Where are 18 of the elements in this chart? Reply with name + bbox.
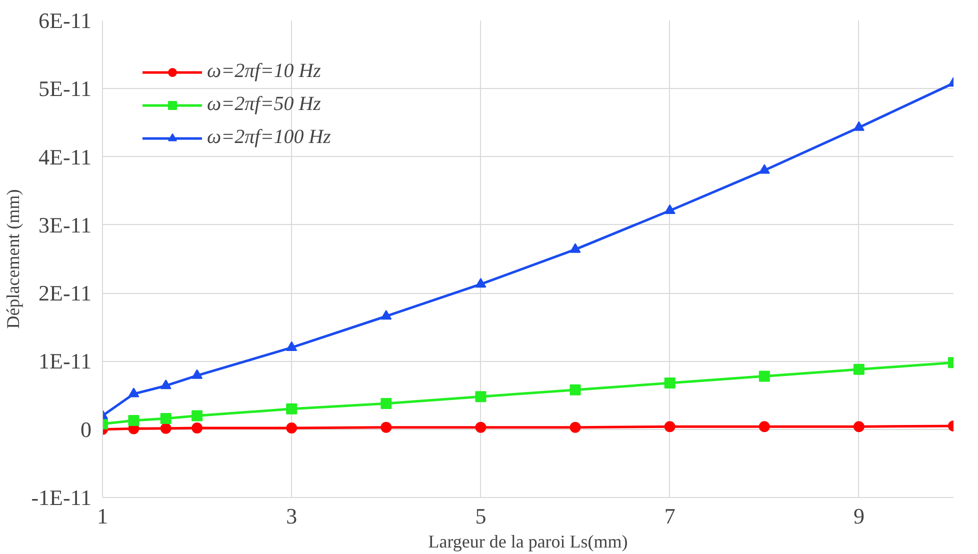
legend-label: ω=2πf=50 Hz [207,93,321,116]
x-tick-label: 5 [475,504,486,528]
x-tick-label: 7 [664,504,676,528]
y-tick-label: 0 [80,416,92,442]
y-tick-label: -1E-11 [31,485,92,510]
y-tick-label: 5E-11 [38,76,92,102]
x-tick-label: 1 [97,504,108,528]
legend-label: ω=2πf=100 Hz [207,126,331,149]
y-tick-label: 4E-11 [38,144,92,170]
x-tick-label: 3 [286,504,298,528]
x-tick-label: 9 [853,504,864,528]
y-tick-label: 2E-11 [38,280,92,306]
y-tick-label: 6E-11 [38,8,92,33]
x-axis-title: Largeur de la paroi Ls(mm) [428,532,628,552]
y-axis-title: Déplacement (mm) [3,189,24,329]
y-tick-label: 3E-11 [38,212,92,238]
y-tick-label: 1E-11 [38,348,92,374]
legend-label: ω=2πf=10 Hz [207,60,321,83]
